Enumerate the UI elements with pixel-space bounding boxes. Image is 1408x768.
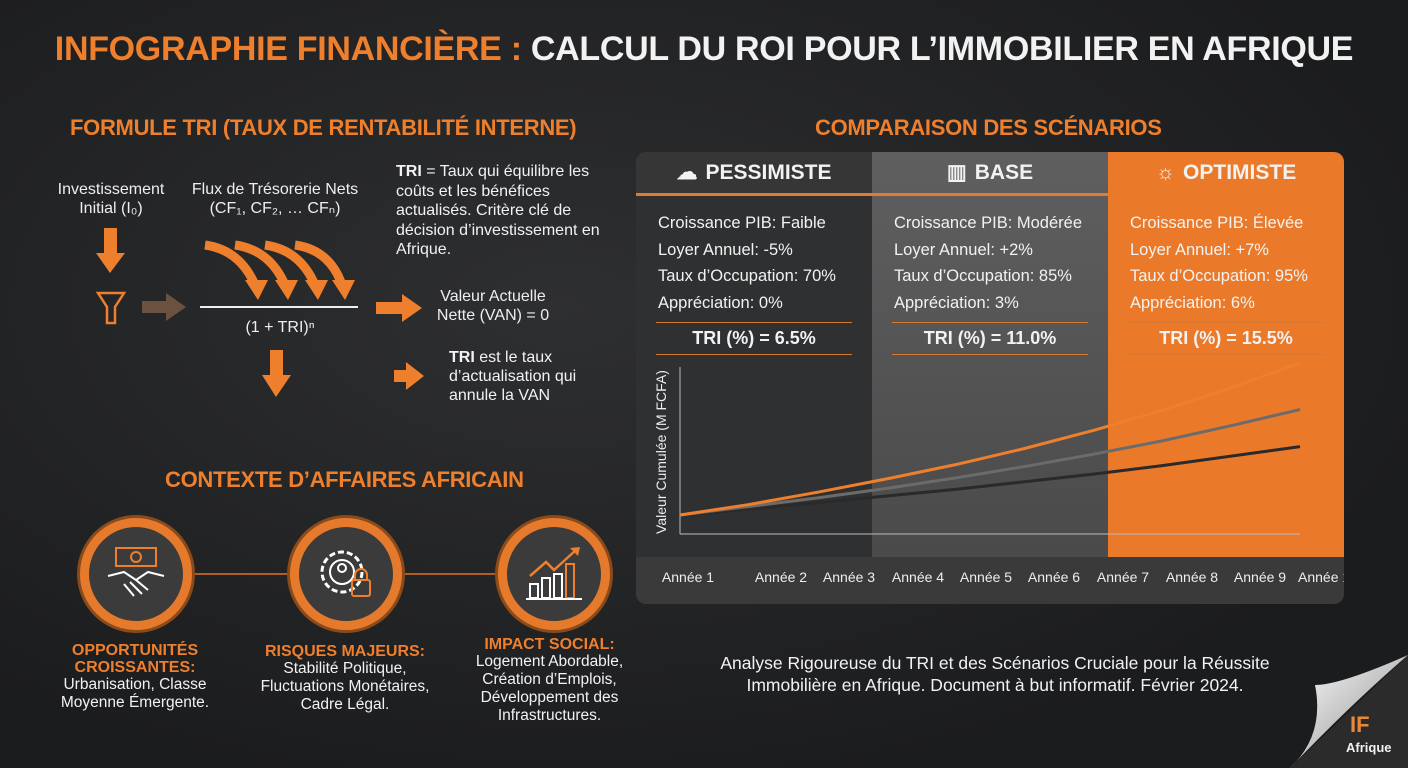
series-line-pessimiste (679, 445, 1301, 517)
context-item: IMPACT SOCIAL: Logement Abordable, Créati… (475, 636, 624, 724)
sun-growth-icon: ☼ (1155, 160, 1176, 184)
y-axis-label: Valeur Cumulée (M FCFA) (653, 370, 669, 534)
tri-value: TRI (%) = 15.5% (1128, 322, 1324, 355)
building-icon: ▥ (946, 161, 967, 184)
tri-definition: TRI = Taux qui équilibre les coûts et le… (396, 163, 600, 258)
x-tick-label: Année 2 (755, 569, 807, 585)
handshake-money-icon (80, 518, 192, 630)
tri-note: TRI est le taux d’actualisation qui annu… (449, 349, 577, 404)
down-arrow-icon (96, 228, 125, 273)
line-chart: Valeur Cumulée (M FCFA) Année 1 Année 2 Ann… (653, 361, 1344, 585)
scenario-base: ▥ BASE Croissance PIB: Modérée Loyer Annue… (872, 152, 1108, 557)
footer-note: Analyse Rigoureuse du TRI et des Scénari… (720, 653, 1270, 695)
scenario-optimiste: ☼ OPTIMISTE Croissance PIB: Élevée Loyer A… (1108, 152, 1344, 557)
series-line-optimiste (679, 361, 1301, 517)
right-arrow-icon (376, 294, 422, 322)
x-tick-label: Année 10 (1298, 569, 1344, 585)
scenarios-heading: COMPARAISON DES SCÉNARIOS (815, 115, 1162, 140)
investment-label: Investissement Initial (I₀) (57, 181, 165, 217)
tri-value: TRI (%) = 6.5% (656, 322, 852, 355)
x-tick-label: Année 4 (892, 569, 944, 585)
formula-heading: FORMULE TRI (TAUX DE RENTABILITÉ INTERNE… (70, 115, 577, 140)
x-tick-label: Année 7 (1097, 569, 1149, 585)
connector (403, 573, 503, 575)
context-heading: CONTEXTE D’AFFAIRES AFRICAIN (165, 467, 524, 492)
logo-text: Afrique (1346, 740, 1392, 755)
page-curl (1290, 655, 1408, 768)
flow-arrows-icon (204, 240, 347, 287)
series-line-base (679, 408, 1301, 517)
formula-diagram (95, 228, 358, 397)
right-arrow-icon (394, 362, 424, 390)
logo-mark: IF (1350, 712, 1370, 737)
x-tick-label: Année 1 (662, 569, 714, 585)
gear-lock-icon (290, 518, 402, 630)
x-tick-label: Année 8 (1166, 569, 1218, 585)
x-tick-label: Année 9 (1234, 569, 1286, 585)
right-arrow-icon (142, 293, 186, 321)
page-title: INFOGRAPHIE FINANCIÈRE : CALCUL DU ROI P… (54, 30, 1354, 68)
result-arrows (376, 294, 424, 390)
denominator: (1 + TRI)ⁿ (245, 319, 315, 336)
down-arrow-icon (262, 350, 291, 397)
van-label: Valeur Actuelle Nette (VAN) = 0 (436, 288, 550, 324)
x-tick-label: Année 6 (1028, 569, 1080, 585)
rain-cloud-icon: ☁ (676, 161, 698, 184)
x-tick-label: Année 3 (823, 569, 875, 585)
cash-flows-label: Flux de Trésorerie Nets (CF₁, CF₂, … CFₙ… (191, 181, 359, 217)
context-item: OPPORTUNITÉS CROISSANTES: Urbanisation, C… (60, 642, 210, 711)
tri-value: TRI (%) = 11.0% (892, 322, 1088, 355)
funnel-icon (95, 291, 127, 325)
connector (190, 573, 290, 575)
context-item: RISQUES MAJEURS: Stabilité Politique, Flu… (260, 643, 430, 713)
scenario-panel: ☁ PESSIMISTE Croissance PIB: Faible Loyer … (636, 152, 1344, 604)
growth-chart-icon (498, 518, 610, 630)
x-tick-label: Année 5 (960, 569, 1012, 585)
